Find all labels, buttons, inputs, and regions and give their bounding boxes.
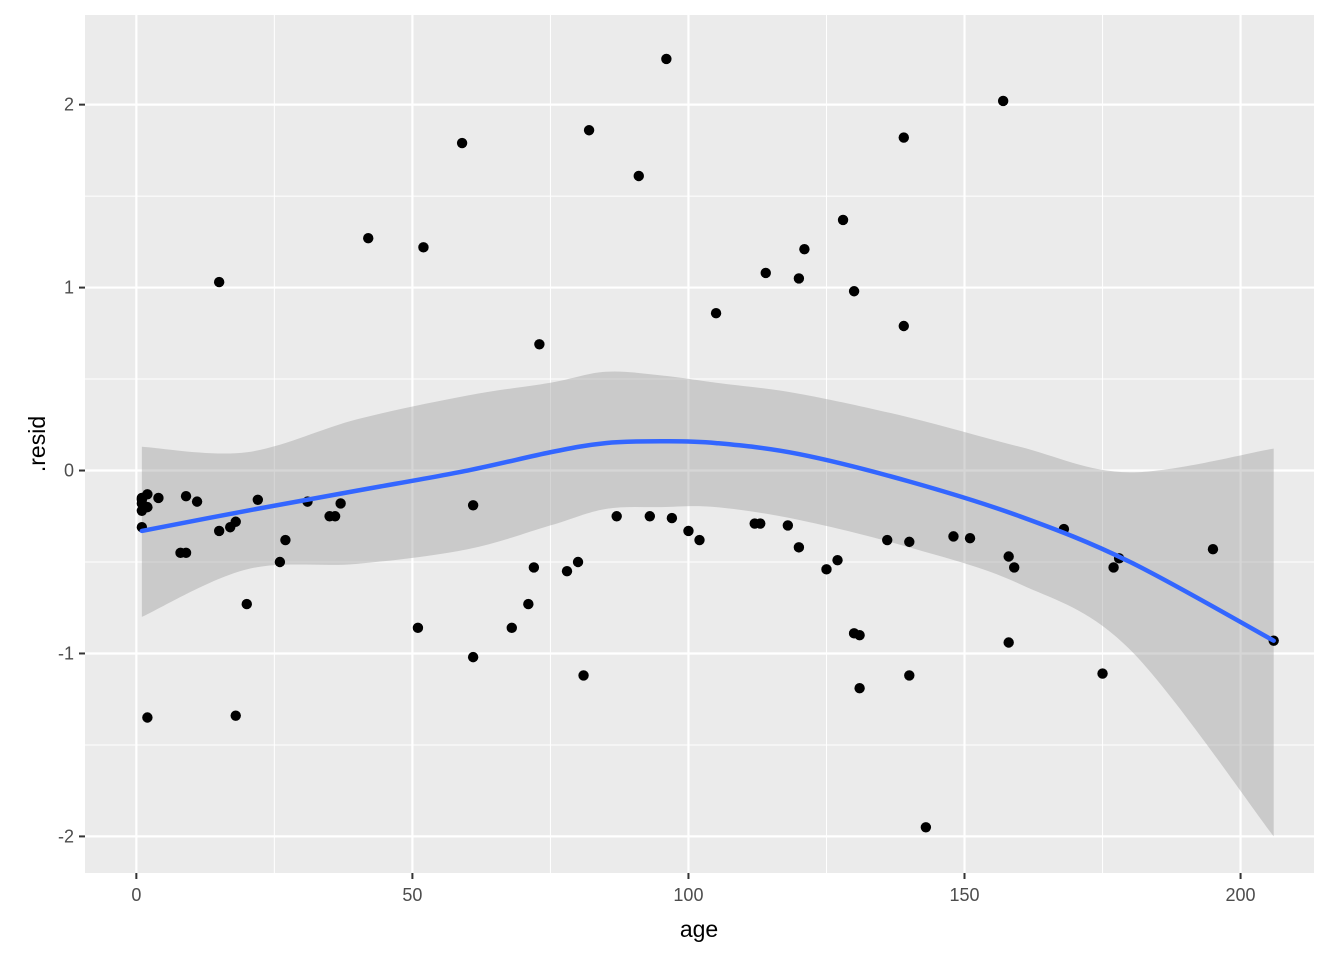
data-point xyxy=(578,670,589,681)
data-point xyxy=(964,533,976,544)
data-point xyxy=(1009,562,1020,573)
data-point xyxy=(837,214,849,226)
data-point xyxy=(418,242,429,253)
confidence-ribbon xyxy=(141,371,1274,837)
data-point xyxy=(832,554,843,566)
data-point xyxy=(467,651,479,663)
data-point xyxy=(213,525,225,537)
data-point xyxy=(534,339,545,350)
x-axis-title: age xyxy=(680,916,718,942)
data-point xyxy=(848,286,860,297)
data-points xyxy=(136,53,1279,833)
data-point xyxy=(561,565,573,577)
y-tick-label: 2 xyxy=(64,95,74,115)
data-point xyxy=(456,137,468,149)
data-point xyxy=(528,562,540,573)
data-point xyxy=(694,534,705,546)
data-point xyxy=(799,243,810,255)
y-axis-title: .resid xyxy=(24,416,50,472)
grid-major xyxy=(85,15,1314,873)
data-point xyxy=(213,276,225,288)
x-tick-label: 200 xyxy=(1226,885,1256,905)
data-point xyxy=(1097,668,1108,679)
data-point xyxy=(661,53,672,65)
data-point xyxy=(611,511,622,522)
data-point xyxy=(644,511,656,522)
grid-minor xyxy=(85,15,1314,873)
data-point xyxy=(904,536,915,548)
y-tick-label: -2 xyxy=(58,826,74,846)
data-point xyxy=(363,232,374,244)
data-point xyxy=(821,564,832,575)
data-point xyxy=(854,629,865,641)
data-point xyxy=(793,273,805,284)
data-point xyxy=(1003,637,1014,648)
y-axis: -2 -1 0 1 2 xyxy=(58,95,85,846)
data-point xyxy=(898,320,909,332)
data-point xyxy=(142,489,153,500)
data-point xyxy=(572,556,584,568)
data-point xyxy=(412,622,424,634)
data-point xyxy=(948,531,959,542)
data-point xyxy=(1207,543,1219,555)
data-point xyxy=(241,598,252,610)
data-point xyxy=(710,307,722,319)
x-tick-label: 150 xyxy=(949,885,979,905)
data-point xyxy=(666,512,678,524)
x-tick-label: 50 xyxy=(402,885,422,905)
data-point xyxy=(523,598,534,610)
data-point xyxy=(142,712,153,723)
x-tick-label: 100 xyxy=(673,885,703,905)
data-point xyxy=(335,498,346,509)
data-point xyxy=(180,490,192,502)
data-point xyxy=(683,525,694,537)
data-point xyxy=(1003,551,1014,562)
y-tick-label: 1 xyxy=(64,278,74,298)
x-tick-label: 0 xyxy=(131,885,141,905)
data-point xyxy=(191,496,203,507)
data-point xyxy=(898,132,909,143)
data-point xyxy=(329,511,341,522)
data-point xyxy=(633,170,644,182)
data-point xyxy=(142,501,153,513)
data-point xyxy=(904,670,915,681)
data-point xyxy=(920,822,932,833)
data-point xyxy=(782,520,794,531)
data-point xyxy=(274,556,286,568)
data-point xyxy=(230,516,241,527)
data-point xyxy=(467,500,479,511)
smooth-line xyxy=(139,438,1276,643)
data-point xyxy=(760,267,771,279)
data-point xyxy=(997,95,1009,107)
data-point xyxy=(252,494,264,505)
y-tick-label: -1 xyxy=(58,643,74,663)
x-axis: 0 50 100 150 200 xyxy=(131,873,1256,905)
data-point xyxy=(755,518,766,529)
data-point xyxy=(180,547,192,559)
data-point xyxy=(793,542,805,553)
data-point xyxy=(280,534,291,546)
data-point xyxy=(230,710,241,721)
data-point xyxy=(882,534,893,546)
data-point xyxy=(583,125,595,136)
data-point xyxy=(153,492,164,504)
data-point xyxy=(506,622,517,634)
data-point xyxy=(1108,562,1119,573)
data-point xyxy=(854,683,865,694)
y-tick-label: 0 xyxy=(64,461,74,481)
